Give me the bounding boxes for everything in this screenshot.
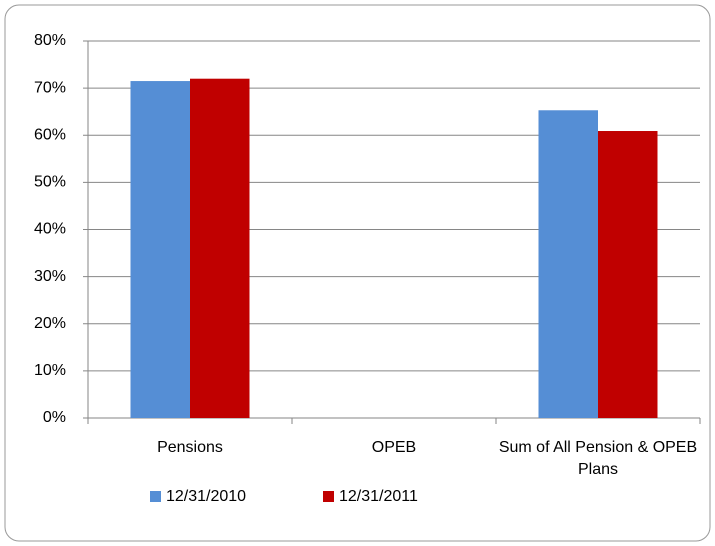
x-tick-label: OPEB — [371, 439, 417, 456]
y-tick-label: 70% — [34, 79, 66, 96]
bar — [190, 78, 250, 418]
legend-label: 12/31/2011 — [339, 488, 418, 505]
bar — [598, 131, 658, 419]
y-tick-label: 40% — [34, 221, 66, 238]
bar — [538, 110, 598, 419]
y-tick-label: 10% — [34, 362, 66, 379]
x-tick-label: Sum of All Pension & OPEB Plans — [498, 439, 698, 478]
legend-swatch — [323, 491, 334, 502]
y-tick-label: 30% — [34, 268, 66, 285]
y-tick-label: 20% — [34, 315, 66, 332]
bar — [130, 81, 190, 419]
y-tick-label: 80% — [34, 32, 66, 49]
legend-swatch — [150, 491, 161, 502]
x-tick-label: Pensions — [157, 439, 223, 456]
legend-label: 12/31/2010 — [166, 488, 246, 505]
y-tick-label: 50% — [34, 174, 66, 191]
y-tick-label: 60% — [34, 126, 66, 143]
y-tick-label: 0% — [43, 409, 66, 426]
